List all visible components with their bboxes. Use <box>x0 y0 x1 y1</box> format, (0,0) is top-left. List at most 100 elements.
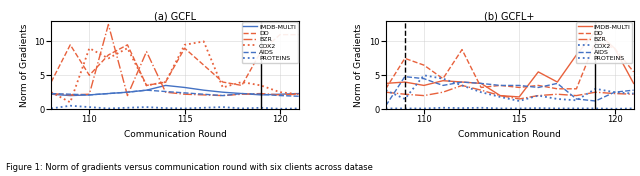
DD <box>439 78 447 80</box>
Line: PROTEINS: PROTEINS <box>386 108 634 109</box>
PROTEINS <box>67 105 74 107</box>
AIDS <box>591 100 599 102</box>
DD <box>143 84 150 86</box>
AIDS <box>219 95 227 97</box>
PROTEINS <box>496 107 504 109</box>
AIDS <box>238 93 246 95</box>
PROTEINS <box>257 107 265 109</box>
IMDB-MULTI <box>276 93 284 95</box>
BZR <box>143 51 150 53</box>
AIDS <box>295 95 303 97</box>
IMDB-MULTI <box>86 94 93 96</box>
Line: PROTEINS: PROTEINS <box>51 106 299 109</box>
IMDB-MULTI <box>47 93 55 95</box>
COX2 <box>477 91 485 93</box>
PROTEINS <box>143 106 150 108</box>
PROTEINS <box>630 107 637 109</box>
IMDB-MULTI <box>611 47 618 49</box>
COX2 <box>611 91 618 93</box>
PROTEINS <box>515 107 523 109</box>
Title: (a) GCFL: (a) GCFL <box>154 11 196 21</box>
AIDS <box>420 78 428 80</box>
Line: IMDB-MULTI: IMDB-MULTI <box>51 85 299 96</box>
BZR <box>257 93 265 95</box>
PROTEINS <box>104 107 112 109</box>
PROTEINS <box>534 107 542 109</box>
BZR <box>86 93 93 95</box>
Line: COX2: COX2 <box>386 75 634 101</box>
PROTEINS <box>554 107 561 109</box>
COX2 <box>47 91 55 93</box>
BZR <box>67 94 74 96</box>
COX2 <box>573 99 580 101</box>
DD <box>630 71 637 73</box>
PROTEINS <box>439 107 447 109</box>
COX2 <box>534 95 542 97</box>
COX2 <box>143 84 150 86</box>
PROTEINS <box>382 107 390 109</box>
Line: AIDS: AIDS <box>51 90 299 96</box>
PROTEINS <box>47 107 55 109</box>
DD <box>591 40 599 42</box>
DD <box>162 81 170 83</box>
DD <box>382 88 390 90</box>
DD <box>515 86 523 89</box>
BZR <box>295 93 303 95</box>
COX2 <box>496 96 504 98</box>
PROTEINS <box>458 107 466 109</box>
COX2 <box>591 88 599 90</box>
DD <box>401 57 409 59</box>
DD <box>295 34 303 36</box>
AIDS <box>496 84 504 86</box>
AIDS <box>534 86 542 89</box>
BZR <box>219 95 227 97</box>
COX2 <box>295 93 303 95</box>
Line: BZR: BZR <box>51 24 299 96</box>
Y-axis label: Norm of Gradients: Norm of Gradients <box>20 23 29 107</box>
BZR <box>591 91 599 93</box>
PROTEINS <box>611 108 618 110</box>
IMDB-MULTI <box>124 91 131 93</box>
IMDB-MULTI <box>219 91 227 93</box>
COX2 <box>124 47 131 49</box>
DD <box>477 86 485 89</box>
BZR <box>496 95 504 97</box>
COX2 <box>86 47 93 49</box>
BZR <box>458 84 466 86</box>
PROTEINS <box>401 107 409 109</box>
COX2 <box>181 44 189 46</box>
AIDS <box>257 93 265 95</box>
IMDB-MULTI <box>534 71 542 73</box>
AIDS <box>515 84 523 86</box>
IMDB-MULTI <box>401 81 409 83</box>
DD <box>458 49 466 51</box>
Line: BZR: BZR <box>386 85 634 99</box>
AIDS <box>181 92 189 94</box>
COX2 <box>200 40 207 42</box>
BZR <box>534 95 542 97</box>
IMDB-MULTI <box>439 80 447 82</box>
X-axis label: Communication Round: Communication Round <box>458 130 561 139</box>
BZR <box>573 95 580 97</box>
DD <box>47 81 55 83</box>
Legend: IMDB-MULTI, DD, BZR, COX2, AIDS, PROTEINS: IMDB-MULTI, DD, BZR, COX2, AIDS, PROTEIN… <box>576 22 632 63</box>
PROTEINS <box>200 107 207 109</box>
BZR <box>104 23 112 26</box>
AIDS <box>276 95 284 97</box>
Line: AIDS: AIDS <box>386 77 634 106</box>
AIDS <box>401 76 409 78</box>
BZR <box>611 93 618 95</box>
COX2 <box>382 89 390 91</box>
DD <box>276 34 284 36</box>
IMDB-MULTI <box>630 82 637 84</box>
DD <box>496 84 504 86</box>
IMDB-MULTI <box>382 82 390 84</box>
IMDB-MULTI <box>104 93 112 95</box>
DD <box>573 88 580 90</box>
Line: DD: DD <box>51 35 299 85</box>
IMDB-MULTI <box>143 89 150 91</box>
PROTEINS <box>295 107 303 109</box>
BZR <box>200 94 207 96</box>
Line: COX2: COX2 <box>51 41 299 102</box>
IMDB-MULTI <box>295 93 303 95</box>
